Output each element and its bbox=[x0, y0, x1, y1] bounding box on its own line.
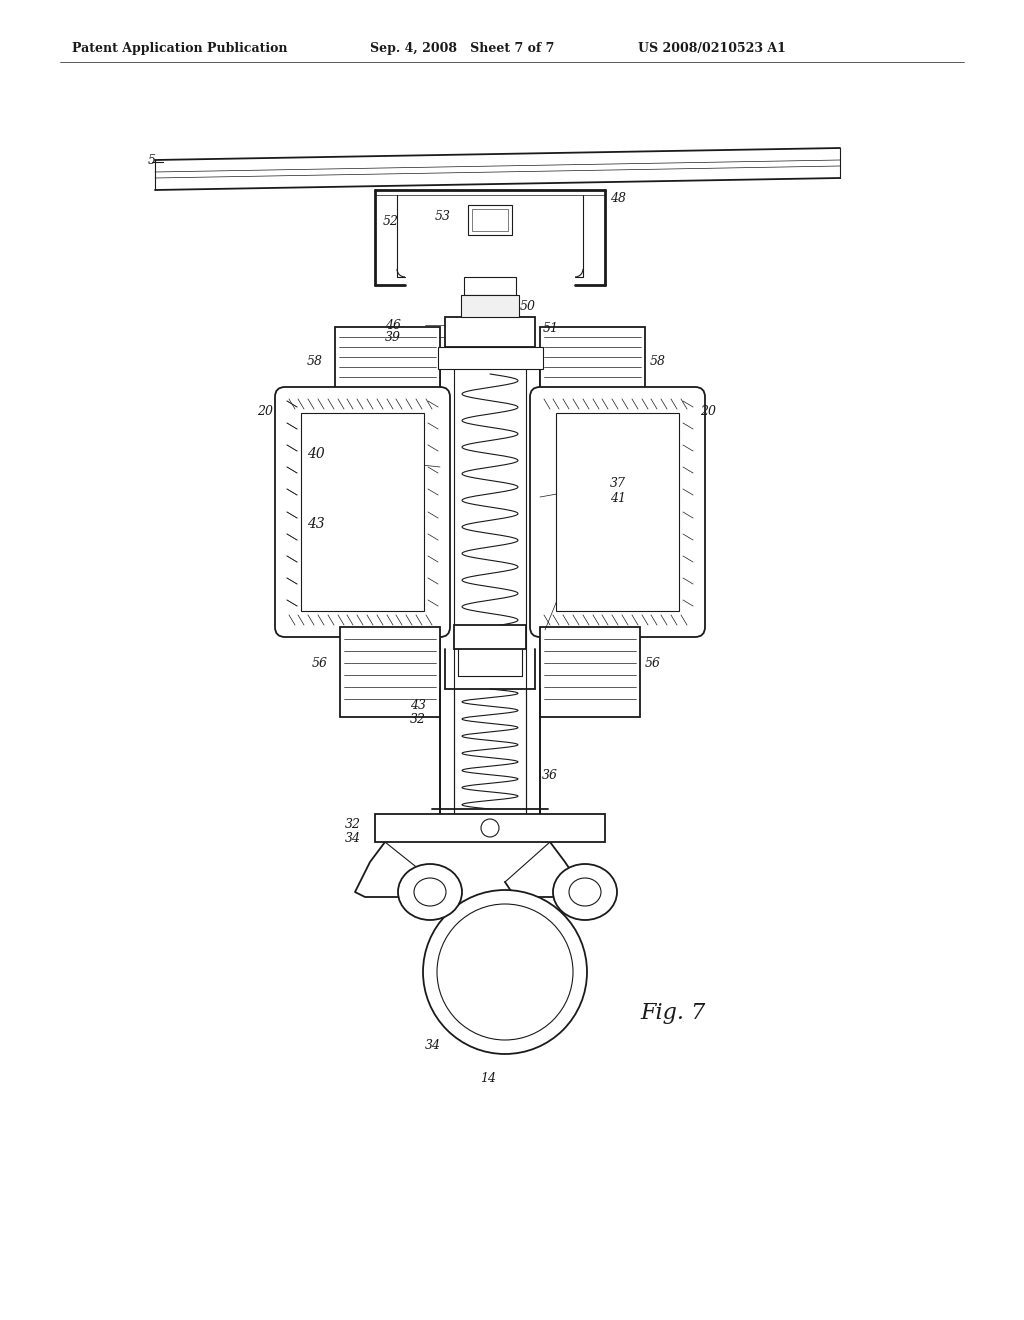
Bar bbox=[461, 294, 519, 317]
Text: 14: 14 bbox=[480, 1072, 496, 1085]
Text: US 2008/0210523 A1: US 2008/0210523 A1 bbox=[638, 42, 785, 55]
FancyBboxPatch shape bbox=[530, 387, 705, 638]
Bar bbox=[464, 277, 516, 294]
Text: Fig. 7: Fig. 7 bbox=[640, 1002, 706, 1024]
Text: 32: 32 bbox=[345, 818, 361, 832]
Text: 41: 41 bbox=[610, 492, 626, 506]
Bar bbox=[445, 317, 535, 347]
Text: 56: 56 bbox=[645, 657, 662, 671]
Text: 53: 53 bbox=[435, 210, 451, 223]
Text: 40: 40 bbox=[307, 447, 325, 461]
Text: 34: 34 bbox=[425, 1039, 441, 1052]
Ellipse shape bbox=[553, 865, 617, 920]
Bar bbox=[468, 205, 512, 235]
Ellipse shape bbox=[414, 878, 446, 906]
Text: 20: 20 bbox=[257, 405, 273, 418]
Bar bbox=[375, 814, 605, 842]
Text: 37: 37 bbox=[610, 477, 626, 490]
Text: 56: 56 bbox=[312, 657, 328, 671]
Ellipse shape bbox=[398, 865, 462, 920]
Text: Sep. 4, 2008   Sheet 7 of 7: Sep. 4, 2008 Sheet 7 of 7 bbox=[370, 42, 554, 55]
Bar bbox=[335, 327, 440, 397]
Bar bbox=[472, 209, 508, 231]
Text: 50: 50 bbox=[520, 300, 536, 313]
Text: 36: 36 bbox=[542, 770, 558, 781]
Text: 43: 43 bbox=[410, 700, 426, 711]
Text: 32: 32 bbox=[410, 713, 426, 726]
Text: 58: 58 bbox=[650, 355, 666, 368]
Bar bbox=[540, 627, 640, 717]
Bar bbox=[301, 413, 424, 611]
Bar bbox=[540, 327, 645, 397]
Text: 51: 51 bbox=[543, 322, 559, 335]
Bar bbox=[556, 413, 679, 611]
Text: 5: 5 bbox=[148, 154, 156, 168]
Text: 58: 58 bbox=[307, 355, 323, 368]
Text: 20: 20 bbox=[700, 405, 716, 418]
Circle shape bbox=[437, 904, 573, 1040]
Circle shape bbox=[481, 818, 499, 837]
Text: 52: 52 bbox=[383, 215, 399, 228]
Bar bbox=[340, 627, 440, 717]
Bar bbox=[454, 624, 526, 649]
Text: 39: 39 bbox=[385, 331, 401, 345]
Ellipse shape bbox=[569, 878, 601, 906]
Text: 43: 43 bbox=[307, 517, 325, 531]
Text: 48: 48 bbox=[610, 191, 626, 205]
Bar bbox=[438, 347, 543, 370]
Text: 34: 34 bbox=[345, 832, 361, 845]
Text: 46: 46 bbox=[385, 319, 401, 333]
Text: Patent Application Publication: Patent Application Publication bbox=[72, 42, 288, 55]
Circle shape bbox=[423, 890, 587, 1053]
FancyBboxPatch shape bbox=[275, 387, 450, 638]
